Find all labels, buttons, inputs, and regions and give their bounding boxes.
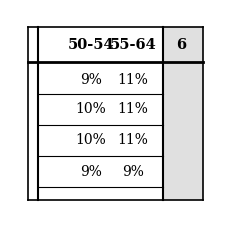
Text: 6: 6 [176,38,187,52]
Text: 11%: 11% [117,133,148,147]
Text: 11%: 11% [117,102,148,116]
Text: 9%: 9% [122,165,144,179]
Bar [163,27,202,200]
Text: 55-64: 55-64 [109,38,156,52]
Text: 50-54: 50-54 [68,38,114,52]
Text: 10%: 10% [76,102,106,116]
Text: 9%: 9% [80,165,102,179]
Text: 11%: 11% [117,73,148,87]
Text: 9%: 9% [80,73,102,87]
Text: 10%: 10% [76,133,106,147]
